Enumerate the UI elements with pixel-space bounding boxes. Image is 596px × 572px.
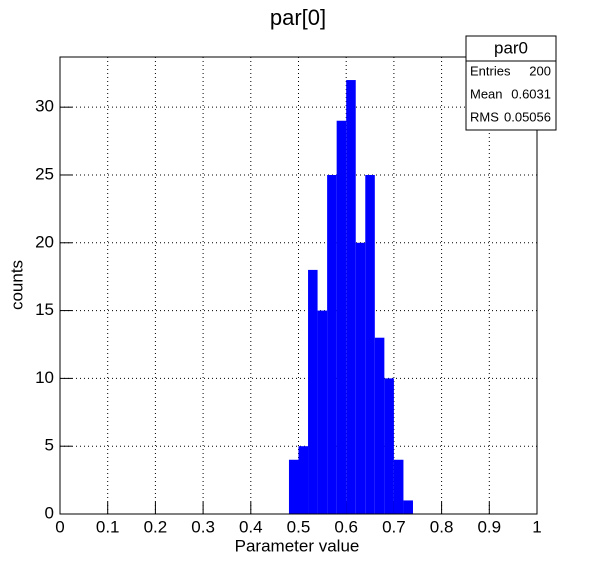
bar: [403, 500, 413, 514]
bar: [317, 310, 328, 514]
bar: [393, 459, 404, 514]
x-tick-label: 0.6: [334, 517, 358, 536]
y-tick-label: 10: [35, 368, 54, 387]
bar: [298, 446, 309, 514]
y-tick-label: 30: [35, 97, 54, 116]
bar: [355, 242, 366, 514]
x-tick-label: 0.8: [430, 517, 454, 536]
y-tick-label: 0: [45, 503, 54, 522]
stats-title: par0: [494, 38, 528, 57]
bar: [336, 120, 347, 515]
stats-value: 0.6031: [511, 86, 551, 101]
x-tick-label: 0: [55, 517, 64, 536]
bar: [346, 80, 356, 515]
chart-title: par[0]: [270, 5, 326, 30]
bar: [288, 459, 299, 514]
bar: [384, 378, 394, 514]
stats-key: RMS: [470, 109, 499, 124]
y-tick-label: 5: [45, 436, 54, 455]
bar: [327, 174, 337, 514]
stats-value: 200: [529, 63, 551, 78]
y-axis-label: counts: [7, 260, 26, 310]
y-tick-label: 15: [35, 300, 54, 319]
bar: [308, 269, 318, 514]
stats-box: par0 Entries 200 Mean 0.6031 RMS 0.05056: [465, 35, 557, 131]
x-tick-label: 0.9: [477, 517, 501, 536]
stats-frame: [465, 35, 557, 131]
y-tick-label: 20: [35, 232, 54, 251]
x-tick-label: 0.4: [239, 517, 263, 536]
x-tick-label: 0.1: [96, 517, 120, 536]
x-tick-label: 1: [532, 517, 541, 536]
x-tick-label: 0.2: [144, 517, 168, 536]
plot-area: 0 5 10 15 20 25 30 0 0.1 0.2 0.3 0.4 0.5 0.6 0.7 0.8 0.9…: [35, 57, 542, 536]
y-tick-label: 25: [35, 164, 54, 183]
x-tick-label: 0.3: [191, 517, 215, 536]
stats-value: 0.05056: [504, 109, 551, 124]
stats-key: Entries: [470, 63, 511, 78]
stats-key: Mean: [470, 86, 503, 101]
bar: [374, 337, 385, 514]
frame: [59, 56, 538, 515]
x-tick-label: 0.5: [287, 517, 311, 536]
x-axis-label: Parameter value: [235, 536, 360, 555]
x-tick-label: 0.7: [382, 517, 406, 536]
bar: [365, 174, 375, 514]
